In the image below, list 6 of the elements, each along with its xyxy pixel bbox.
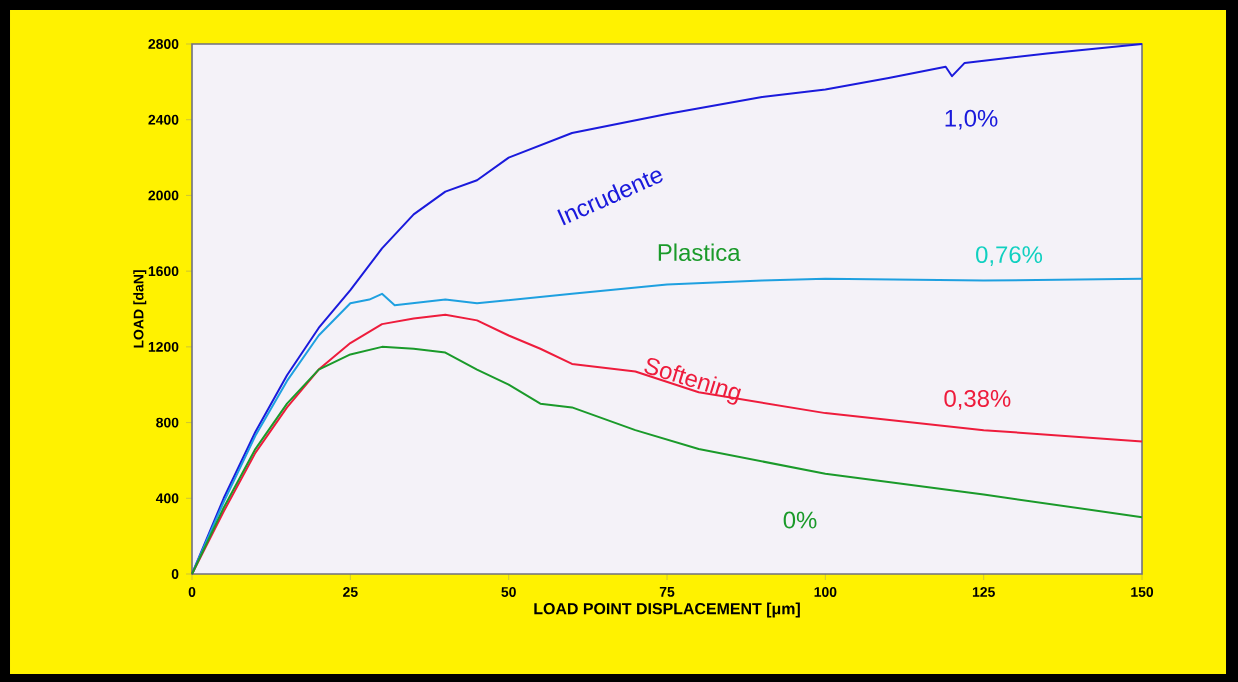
line-series [191, 43, 1144, 575]
annotation: 1,0% [945, 109, 998, 130]
annotation: 0,38% [944, 389, 1011, 410]
annotation: Plastica [658, 243, 741, 261]
annotation: 0% [783, 511, 817, 529]
annotation: 0,76% [976, 246, 1043, 266]
